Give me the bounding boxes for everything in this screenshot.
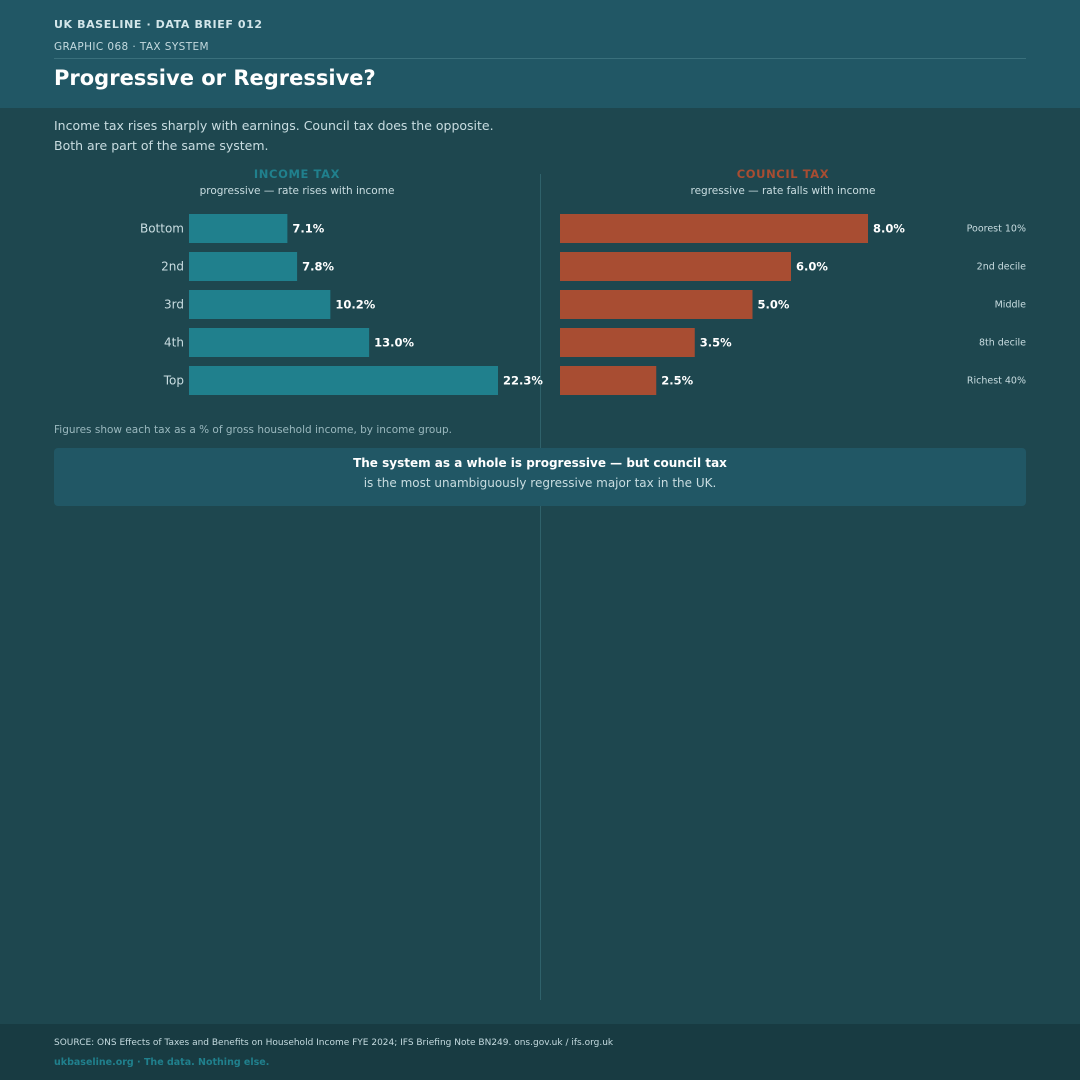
income-tax-bar [189,252,298,281]
income-tax-category-label: 3rd [164,298,184,312]
income-tax-value-label: 7.8% [302,260,334,274]
source-line: SOURCE: ONS Effects of Taxes and Benefit… [54,1038,614,1048]
council-tax-category-label: 8th decile [979,338,1026,349]
council-tax-value-label: 3.5% [700,336,732,350]
footer: SOURCE: ONS Effects of Taxes and Benefit… [0,1024,1080,1080]
header-divider [54,58,1026,59]
income-tax-category-label: 2nd [161,260,184,274]
income-tax-panel-subtitle: progressive — rate rises with income [199,185,395,197]
council-tax-category-label: 2nd decile [977,262,1026,273]
council-tax-value-label: 2.5% [661,374,693,388]
header-band: UK BASELINE · DATA BRIEF 012 GRAPHIC 068… [0,0,1080,108]
page-title: Progressive or Regressive? [54,66,376,90]
site-link[interactable]: ukbaseline.org · The data. Nothing else. [54,1057,270,1068]
council-tax-category-label: Richest 40% [967,376,1026,387]
bar-charts: Bottom 7.1% 2nd 7.8% 3rd 10.2% 4th 13.0% Top 22.3… [140,214,1027,395]
council-tax-value-label: 5.0% [758,298,790,312]
callout-text: is the most unambiguously regressive maj… [363,476,717,490]
income-tax-category-label: Bottom [140,222,184,236]
council-tax-category-label: Middle [995,300,1027,311]
income-tax-bar [189,290,331,319]
intro-line-2: Both are part of the same system. [54,138,269,153]
council-tax-bar [560,366,657,395]
income-tax-value-label: 7.1% [292,222,324,236]
income-tax-value-label: 10.2% [335,298,375,312]
council-tax-bar [560,328,695,357]
council-tax-panel-title: COUNCIL TAX [736,167,830,181]
income-tax-bar [189,214,288,243]
council-tax-value-label: 6.0% [796,260,828,274]
callout-box: The system as a whole is progressive — b… [54,448,1026,506]
income-tax-category-label: Top [163,374,184,388]
council-tax-bar [560,214,868,243]
intro-line-1: Income tax rises sharply with earnings. … [54,118,494,133]
council-tax-bar [560,290,753,319]
council-tax-panel-subtitle: regressive — rate falls with income [690,185,876,197]
income-tax-panel-title: INCOME TAX [253,167,341,181]
council-tax-value-label: 8.0% [873,222,905,236]
council-tax-bar [560,252,791,281]
panel-divider [540,174,541,1000]
chart-note: Figures show each tax as a % of gross ho… [54,424,452,436]
intro-text: Income tax rises sharply with earnings. … [54,116,494,156]
brand-line: UK BASELINE · DATA BRIEF 012 [54,18,263,31]
graphic-label: GRAPHIC 068 · TAX SYSTEM [54,41,210,53]
income-tax-value-label: 13.0% [374,336,414,350]
income-tax-bar [189,366,498,395]
income-tax-bar [189,328,370,357]
callout-headline: The system as a whole is progressive — b… [353,456,727,470]
income-tax-value-label: 22.3% [503,374,543,388]
council-tax-category-label: Poorest 10% [967,224,1026,235]
income-tax-category-label: 4th [164,336,184,350]
